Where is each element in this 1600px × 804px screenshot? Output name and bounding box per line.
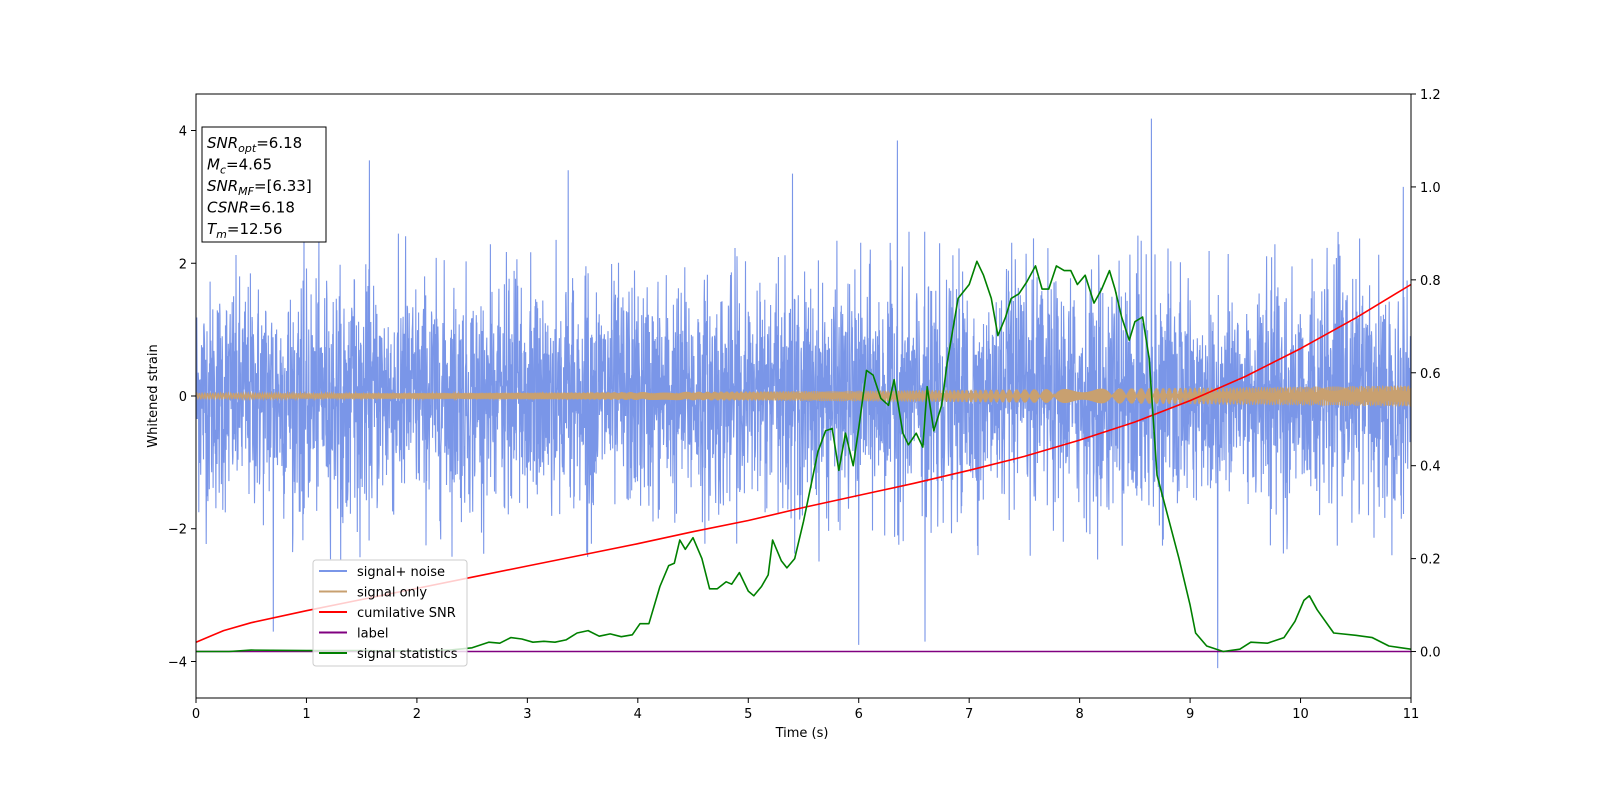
legend-frame (312, 559, 468, 667)
annotation-line: Tm=12.56 (207, 220, 282, 241)
annotation-line: Mc=4.65 (207, 156, 272, 177)
y2-tick-label: 0.8 (1420, 274, 1441, 289)
x-tick-label: 7 (965, 707, 973, 722)
y2-tick-label: 1.2 (1420, 88, 1441, 103)
x-tick-label: 4 (634, 707, 642, 722)
legend-label: signal statistics (357, 647, 458, 662)
x-tick-label: 11 (1403, 707, 1420, 722)
y-axis-left: −4 −2 0 2 4 (168, 125, 196, 670)
legend-label: signal+ noise (357, 565, 445, 580)
x-tick-label: 2 (413, 707, 421, 722)
annotation-line: SNRopt=6.18 (207, 134, 302, 155)
y-axis-label: Whitened strain (146, 344, 161, 447)
x-tick-label: 9 (1186, 707, 1194, 722)
y2-tick-label: 0.2 (1420, 553, 1441, 568)
y2-tick-label: 0.4 (1420, 460, 1441, 475)
annotation-frame (201, 126, 327, 243)
y-tick-label: −2 (168, 523, 187, 538)
x-tick-label: 6 (855, 707, 863, 722)
y-tick-label: 4 (179, 125, 187, 140)
y2-tick-label: 0.0 (1420, 646, 1441, 661)
y-tick-label: −4 (168, 655, 187, 670)
legend-label: label (357, 627, 388, 642)
x-tick-label: 1 (302, 707, 310, 722)
legend: signal+ noise signal only cumilative SNR la… (312, 559, 468, 667)
x-axis: 0 1 2 3 4 5 6 7 8 9 10 11 (192, 698, 1419, 722)
x-tick-label: 8 (1075, 707, 1083, 722)
annotation-line: CSNR=6.18 (207, 199, 295, 217)
x-axis-label: Time (s) (775, 726, 829, 741)
x-tick-label: 3 (523, 707, 531, 722)
legend-label: signal only (357, 586, 427, 601)
series-line-signal-only (196, 385, 1411, 407)
x-tick-label: 10 (1292, 707, 1309, 722)
legend-label: cumilative SNR (357, 606, 456, 621)
y-tick-label: 2 (179, 257, 187, 272)
y2-tick-label: 1.0 (1420, 181, 1441, 196)
series-line-signal-statistics (196, 260, 1411, 653)
x-tick-label: 5 (744, 707, 752, 722)
y-axis-right: 0.0 0.2 0.4 0.6 0.8 1.0 1.2 (1411, 88, 1441, 661)
series-line-signal-noise (196, 118, 1411, 669)
annotation-line: SNRMF=[6.33] (207, 177, 312, 198)
y-tick-label: 0 (179, 390, 187, 405)
y2-tick-label: 0.6 (1420, 367, 1441, 382)
x-tick-label: 0 (192, 707, 200, 722)
